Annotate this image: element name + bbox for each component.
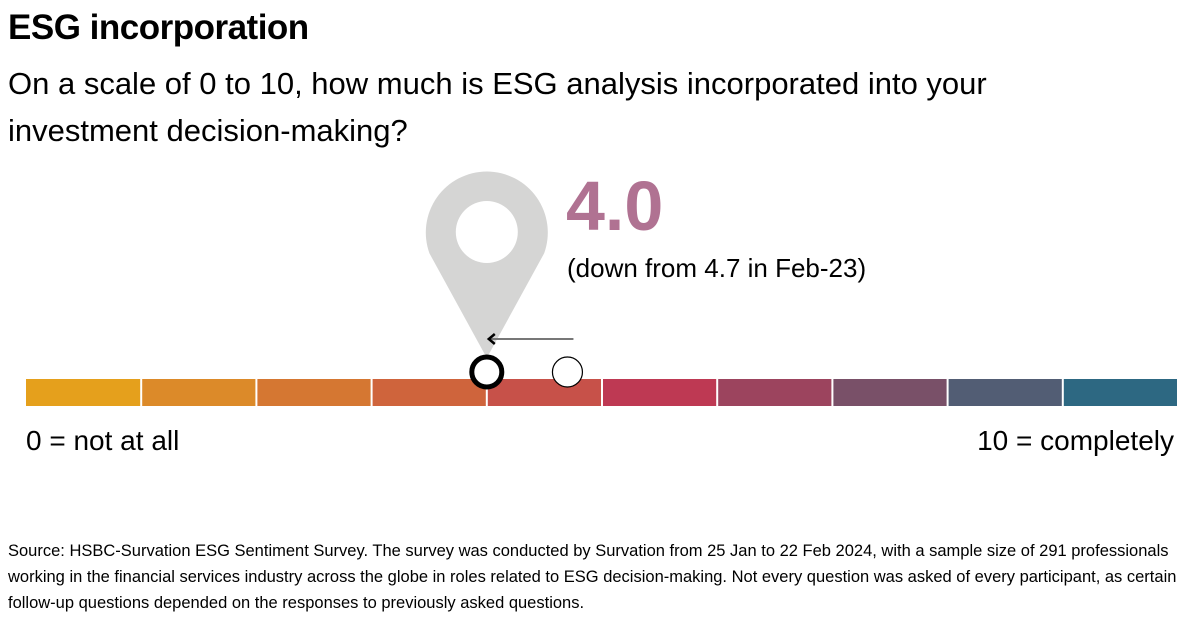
scale-segment <box>372 379 486 406</box>
scale-segment <box>948 379 1062 406</box>
scale-min-label: 0 = not at all <box>26 425 180 456</box>
headline-value: 4.0 <box>566 167 664 245</box>
scale-segment <box>603 379 717 406</box>
map-pin-icon <box>425 171 548 358</box>
arrow-left-icon <box>486 333 496 345</box>
scale-segment <box>142 379 256 406</box>
scale-segment <box>487 379 601 406</box>
headline-change: (down from 4.7 in Feb-23) <box>567 253 867 283</box>
scale-segment <box>1063 379 1177 406</box>
previous-value-marker <box>551 356 584 388</box>
source-note: Source: HSBC-Survation ESG Sentiment Sur… <box>8 542 1177 612</box>
chart-title: ESG incorporation <box>8 8 309 47</box>
map-pin-hole <box>455 201 518 263</box>
scale-segment <box>718 379 832 406</box>
scale-segment <box>26 379 141 406</box>
scale-max-label: 10 = completely <box>977 425 1174 456</box>
chart-subtitle: On a scale of 0 to 10, how much is ESG a… <box>8 66 987 148</box>
current-value-marker <box>469 354 505 390</box>
scale-segment <box>257 379 371 406</box>
scale-segment <box>833 379 947 406</box>
